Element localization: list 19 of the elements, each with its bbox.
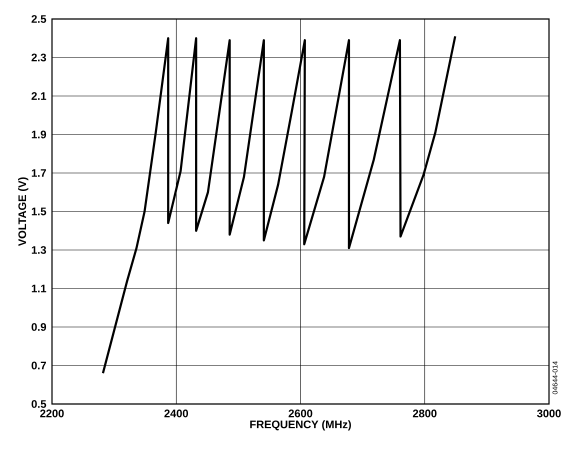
y-tick-label: 0.9 (32, 323, 46, 331)
y-axis-title: VOLTAGE (V) (18, 177, 28, 246)
y-tick-label: 1.5 (32, 208, 46, 216)
x-tick-label: 2200 (40, 410, 64, 418)
x-tick-label: 2800 (412, 410, 437, 418)
x-tick-label: 3000 (537, 410, 561, 418)
x-tick-label: 2600 (288, 410, 312, 418)
y-tick-label: 1.9 (32, 130, 46, 138)
y-tick-label: 1.3 (32, 246, 46, 254)
y-tick-label: 0.5 (32, 400, 46, 408)
y-tick-label: 0.7 (32, 362, 46, 370)
y-tick-label: 1.7 (32, 169, 46, 177)
y-tick-label: 2.1 (32, 92, 46, 100)
x-tick-label: 2400 (164, 410, 188, 418)
y-tick-label: 1.1 (32, 284, 46, 292)
y-tick-label: 2.3 (32, 54, 46, 62)
y-tick-label: 2.5 (32, 15, 46, 23)
x-axis-title: FREQUENCY (MHz) (250, 420, 351, 430)
line-series (102, 35, 456, 374)
